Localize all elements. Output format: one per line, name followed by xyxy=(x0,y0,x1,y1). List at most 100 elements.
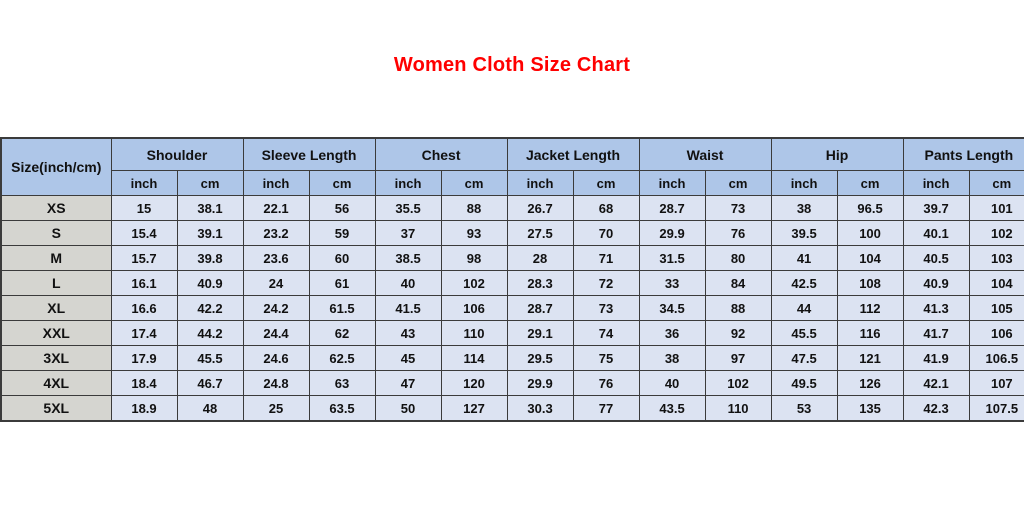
cell: 62.5 xyxy=(308,345,376,371)
cell: 45.5 xyxy=(176,345,244,371)
cell: 40.1 xyxy=(902,220,970,246)
cell: 28.7 xyxy=(506,295,574,321)
cell: 23.2 xyxy=(242,220,310,246)
cell: 40.9 xyxy=(902,270,970,296)
cell: 88 xyxy=(704,295,772,321)
cell: 29.9 xyxy=(506,370,574,396)
cell: 34.5 xyxy=(638,295,706,321)
cell: 61.5 xyxy=(308,295,376,321)
unit-header-inch: inch xyxy=(374,170,442,196)
size-label: XXL xyxy=(0,320,112,346)
cell: 80 xyxy=(704,245,772,271)
cell: 29.9 xyxy=(638,220,706,246)
cell: 114 xyxy=(440,345,508,371)
cell: 48 xyxy=(176,395,244,422)
table-row-s: S 15.4 39.1 23.2 59 37 93 27.5 70 29.9 7… xyxy=(0,220,1024,246)
group-header-pants-length: Pants Length xyxy=(902,137,1024,171)
cell: 40 xyxy=(638,370,706,396)
cell: 59 xyxy=(308,220,376,246)
cell: 46.7 xyxy=(176,370,244,396)
cell: 38.1 xyxy=(176,195,244,221)
table-row-l: L 16.1 40.9 24 61 40 102 28.3 72 33 84 4… xyxy=(0,270,1024,296)
cell: 100 xyxy=(836,220,904,246)
cell: 44.2 xyxy=(176,320,244,346)
cell: 73 xyxy=(704,195,772,221)
cell: 43 xyxy=(374,320,442,346)
cell: 30.3 xyxy=(506,395,574,422)
unit-header-cm: cm xyxy=(704,170,772,196)
group-header-hip: Hip xyxy=(770,137,904,171)
cell: 108 xyxy=(836,270,904,296)
cell: 50 xyxy=(374,395,442,422)
cell: 39.7 xyxy=(902,195,970,221)
cell: 104 xyxy=(836,245,904,271)
cell: 61 xyxy=(308,270,376,296)
cell: 45 xyxy=(374,345,442,371)
cell: 28.7 xyxy=(638,195,706,221)
cell: 105 xyxy=(968,295,1024,321)
unit-header-inch: inch xyxy=(110,170,178,196)
cell: 17.4 xyxy=(110,320,178,346)
cell: 96.5 xyxy=(836,195,904,221)
table-row-m: M 15.7 39.8 23.6 60 38.5 98 28 71 31.5 8… xyxy=(0,245,1024,271)
cell: 42.1 xyxy=(902,370,970,396)
cell: 27.5 xyxy=(506,220,574,246)
cell: 24.8 xyxy=(242,370,310,396)
unit-header-inch: inch xyxy=(638,170,706,196)
cell: 37 xyxy=(374,220,442,246)
cell: 102 xyxy=(440,270,508,296)
cell: 112 xyxy=(836,295,904,321)
unit-header-cm: cm xyxy=(176,170,244,196)
cell: 28 xyxy=(506,245,574,271)
cell: 40.9 xyxy=(176,270,244,296)
size-label: XS xyxy=(0,195,112,221)
table-row-xs: XS 15 38.1 22.1 56 35.5 88 26.7 68 28.7 … xyxy=(0,195,1024,221)
group-header-jacket-length: Jacket Length xyxy=(506,137,640,171)
cell: 41.3 xyxy=(902,295,970,321)
cell: 63.5 xyxy=(308,395,376,422)
cell: 15.7 xyxy=(110,245,178,271)
group-header-shoulder: Shoulder xyxy=(110,137,244,171)
cell: 110 xyxy=(704,395,772,422)
cell: 36 xyxy=(638,320,706,346)
table-row-3xl: 3XL 17.9 45.5 24.6 62.5 45 114 29.5 75 3… xyxy=(0,345,1024,371)
cell: 40.5 xyxy=(902,245,970,271)
cell: 84 xyxy=(704,270,772,296)
unit-header-cm: cm xyxy=(308,170,376,196)
size-label: 5XL xyxy=(0,395,112,422)
cell: 43.5 xyxy=(638,395,706,422)
cell: 77 xyxy=(572,395,640,422)
cell: 60 xyxy=(308,245,376,271)
cell: 107.5 xyxy=(968,395,1024,422)
cell: 76 xyxy=(704,220,772,246)
cell: 102 xyxy=(968,220,1024,246)
cell: 16.1 xyxy=(110,270,178,296)
size-label: 3XL xyxy=(0,345,112,371)
cell: 106 xyxy=(968,320,1024,346)
cell: 22.1 xyxy=(242,195,310,221)
cell: 101 xyxy=(968,195,1024,221)
cell: 75 xyxy=(572,345,640,371)
unit-header-cm: cm xyxy=(968,170,1024,196)
size-chart-table: Size(inch/cm) Shoulder Sleeve Length Che… xyxy=(0,137,1024,422)
cell: 49.5 xyxy=(770,370,838,396)
cell: 23.6 xyxy=(242,245,310,271)
cell: 17.9 xyxy=(110,345,178,371)
cell: 42.2 xyxy=(176,295,244,321)
cell: 29.1 xyxy=(506,320,574,346)
cell: 26.7 xyxy=(506,195,574,221)
cell: 106 xyxy=(440,295,508,321)
cell: 44 xyxy=(770,295,838,321)
page-title: Women Cloth Size Chart xyxy=(393,54,631,76)
unit-header-row: inch cm inch cm inch cm inch cm inch cm … xyxy=(1,170,1024,196)
cell: 28.3 xyxy=(506,270,574,296)
cell: 39.5 xyxy=(770,220,838,246)
cell: 102 xyxy=(704,370,772,396)
cell: 121 xyxy=(836,345,904,371)
cell: 42.3 xyxy=(902,395,970,422)
cell: 39.1 xyxy=(176,220,244,246)
size-label: L xyxy=(0,270,112,296)
cell: 93 xyxy=(440,220,508,246)
cell: 135 xyxy=(836,395,904,422)
